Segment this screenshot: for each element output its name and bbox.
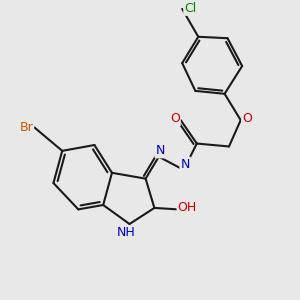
Text: Br: Br bbox=[20, 121, 33, 134]
Text: Cl: Cl bbox=[184, 2, 196, 15]
Text: N: N bbox=[180, 158, 190, 170]
Text: OH: OH bbox=[178, 201, 197, 214]
Text: NH: NH bbox=[117, 226, 136, 239]
Text: O: O bbox=[170, 112, 180, 125]
Text: O: O bbox=[242, 112, 252, 125]
Text: N: N bbox=[156, 144, 165, 158]
